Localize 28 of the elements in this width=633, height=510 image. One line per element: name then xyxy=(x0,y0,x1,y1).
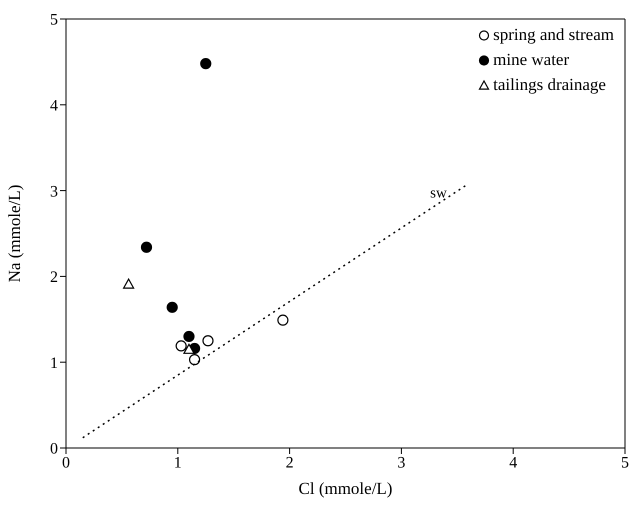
y-tick-label: 5 xyxy=(50,12,58,29)
point xyxy=(183,330,195,342)
x-tick-label: 4 xyxy=(509,454,518,472)
point xyxy=(183,344,195,354)
x-tick-label: 5 xyxy=(621,454,629,472)
y-tick-label: 4 xyxy=(50,97,58,114)
point xyxy=(176,340,187,352)
y-tick-label: 3 xyxy=(50,183,58,200)
point xyxy=(202,335,214,346)
x-axis-title: Cl (mmole/L) xyxy=(298,479,392,498)
y-tick-label: 2 xyxy=(50,269,58,286)
point xyxy=(200,58,212,70)
y-tick-label: 1 xyxy=(50,354,58,372)
point xyxy=(188,354,200,366)
x-tick-label: 1 xyxy=(174,454,182,472)
y-axis-title: Na (mmole/L) xyxy=(5,184,24,282)
y-tick-label: 0 xyxy=(50,440,58,458)
x-tick-label: 0 xyxy=(62,454,70,472)
point xyxy=(140,242,152,253)
legend-label: tailings drainage xyxy=(493,74,606,96)
point xyxy=(166,302,178,313)
legend-label: spring and stream xyxy=(493,24,614,46)
annotation: sw xyxy=(430,186,447,202)
legend-label: mine water xyxy=(493,49,570,71)
x-tick-label: 2 xyxy=(286,454,294,472)
point xyxy=(123,278,134,289)
x-tick-label: 3 xyxy=(397,454,406,472)
point xyxy=(277,314,288,326)
